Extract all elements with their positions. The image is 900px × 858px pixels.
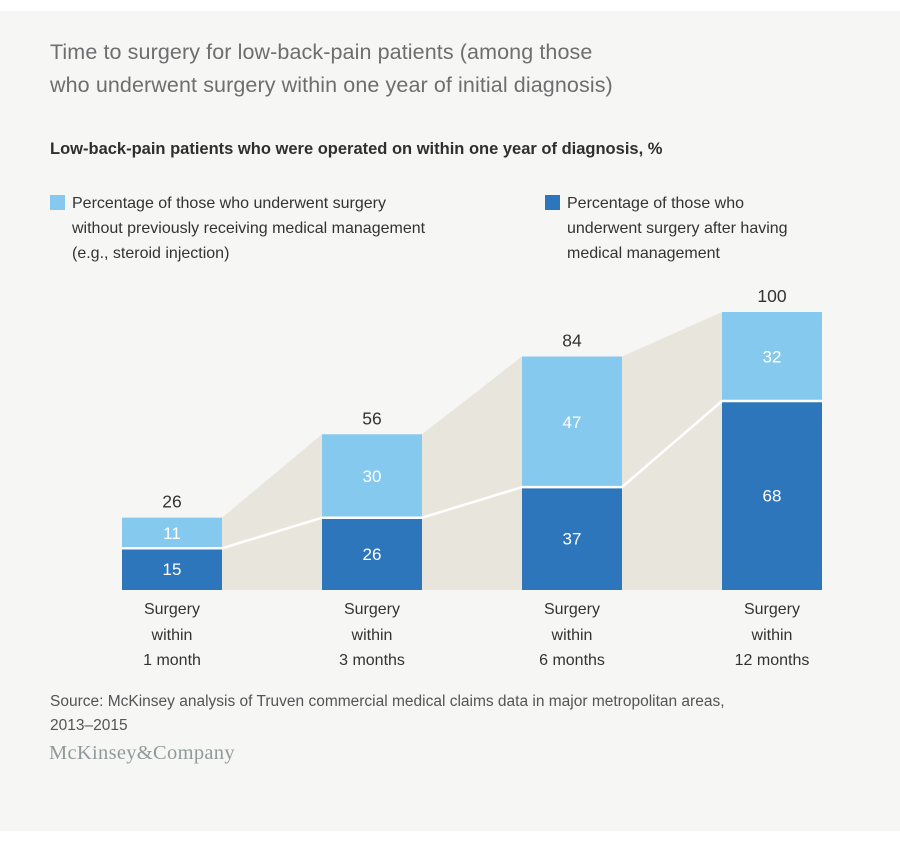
bar-dark-segment xyxy=(322,517,422,590)
category-label-1-month: Surgery within 1 month xyxy=(143,601,201,669)
bar-total-label: 26 xyxy=(162,492,181,512)
bar-dark-segment xyxy=(722,401,822,590)
mckinsey-logo: McKinsey&Company xyxy=(49,742,235,764)
segment-value-dark: 37 xyxy=(563,530,582,549)
bar-total-label: 100 xyxy=(757,286,786,306)
legend-item-after-management: Percentage of those who underwent surger… xyxy=(545,191,875,266)
band-area xyxy=(122,312,822,590)
segment-value-dark: 15 xyxy=(163,560,182,579)
chart-subtitle: Low-back-pain patients who were operated… xyxy=(50,140,663,158)
bar-dark-segment xyxy=(122,548,222,590)
bar-light-segment xyxy=(322,434,422,518)
category-label-6-months: Surgery within 6 months xyxy=(539,601,605,669)
category-label-12-months: Surgery within 12 months xyxy=(734,601,810,669)
legend-label: Percentage of those who underwent surger… xyxy=(567,195,788,262)
bar-total-label: 84 xyxy=(562,331,582,351)
segment-value-dark: 68 xyxy=(763,487,782,506)
legend-label: Percentage of those who underwent surger… xyxy=(72,195,426,262)
segment-value-light: 32 xyxy=(763,348,782,367)
segment-value-light: 30 xyxy=(363,467,382,486)
bar-total-label: 56 xyxy=(362,408,381,428)
segment-value-light: 11 xyxy=(163,524,181,543)
segment-value-light: 47 xyxy=(563,413,582,432)
bar-light-segment xyxy=(122,517,222,549)
connector-line xyxy=(122,399,822,550)
category-label-3-months: Surgery within 3 months xyxy=(339,601,405,669)
stacked-bar-chart: 26 11 15 56 30 26 84 47 37 100 32 68 xyxy=(122,286,822,590)
source-note: Source: McKinsey analysis of Truven comm… xyxy=(50,693,725,734)
legend-swatch-light-blue xyxy=(50,195,65,210)
bar-light-segment xyxy=(522,356,622,488)
legend-swatch-dark-blue xyxy=(545,195,560,210)
bar-dark-segment xyxy=(522,487,622,590)
page-title: Time to surgery for low-back-pain patien… xyxy=(50,40,613,97)
legend-item-without-management: Percentage of those who underwent surger… xyxy=(50,191,550,266)
bar-light-segment xyxy=(722,312,822,401)
segment-value-dark: 26 xyxy=(363,545,382,564)
